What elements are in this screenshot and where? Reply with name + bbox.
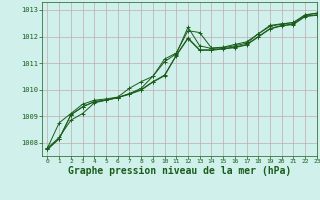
X-axis label: Graphe pression niveau de la mer (hPa): Graphe pression niveau de la mer (hPa) xyxy=(68,166,291,176)
